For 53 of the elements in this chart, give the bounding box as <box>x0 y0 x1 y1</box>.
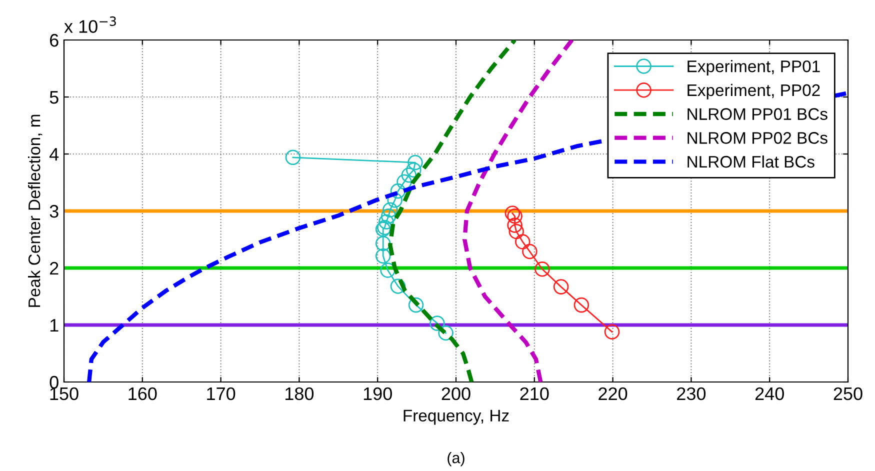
point <box>553 279 569 294</box>
x-tick-label: 210 <box>520 387 549 400</box>
point <box>406 162 422 178</box>
y-tick-label: 4 <box>50 148 59 161</box>
x-tick-label: 230 <box>677 387 706 400</box>
y-tick-label: 2 <box>50 262 58 275</box>
point <box>380 208 396 224</box>
y-tick-label: 6 <box>50 34 58 47</box>
y-tick-label: 3 <box>50 204 58 218</box>
point <box>534 262 550 277</box>
x-tick-label: 170 <box>207 387 236 400</box>
legend-label: NLROM PP01 BCs <box>688 108 828 120</box>
y-tick-label: 1 <box>50 319 58 332</box>
point <box>504 206 520 221</box>
x-tick-label: 180 <box>286 387 314 400</box>
x-tick-label: 200 <box>442 387 470 400</box>
point <box>604 324 620 340</box>
point <box>507 208 522 224</box>
x-tick-label: 220 <box>598 387 628 400</box>
legend-label: Experiment, PP01 <box>688 60 820 76</box>
point <box>515 234 530 250</box>
point <box>380 262 396 278</box>
y-axis-title: Peak Center Deflection, m <box>28 114 42 307</box>
point <box>390 183 406 199</box>
point <box>522 244 538 260</box>
x-tick-label: 240 <box>755 387 784 400</box>
point <box>390 278 406 294</box>
x-tick-label: 190 <box>364 387 392 400</box>
point <box>375 248 391 264</box>
point <box>408 154 423 170</box>
point <box>396 174 412 190</box>
x-axis-title: Frequency, Hz <box>404 410 509 425</box>
point <box>375 236 391 252</box>
legend-label: NLROM PP02 BCs <box>688 132 828 144</box>
point <box>382 202 398 218</box>
point <box>507 218 522 233</box>
line-series <box>462 40 574 382</box>
point <box>438 325 454 341</box>
point <box>508 224 524 240</box>
x-tick-label: 150 <box>50 387 78 400</box>
text: (a) <box>448 452 464 466</box>
y-tick-label: 0 <box>50 376 58 389</box>
legend-label: NLROM Flat BCs <box>688 155 814 168</box>
point <box>378 214 394 230</box>
x-tick-label: 160 <box>128 387 157 400</box>
legend-label: Experiment, PP02 <box>688 84 820 100</box>
x-tick-label: 250 <box>834 387 862 400</box>
point <box>285 150 301 166</box>
text: x 10$^{−3}$ <box>64 16 116 33</box>
point <box>408 297 424 313</box>
point <box>574 297 590 313</box>
point <box>430 316 445 331</box>
y-tick-label: 5 <box>50 91 58 104</box>
